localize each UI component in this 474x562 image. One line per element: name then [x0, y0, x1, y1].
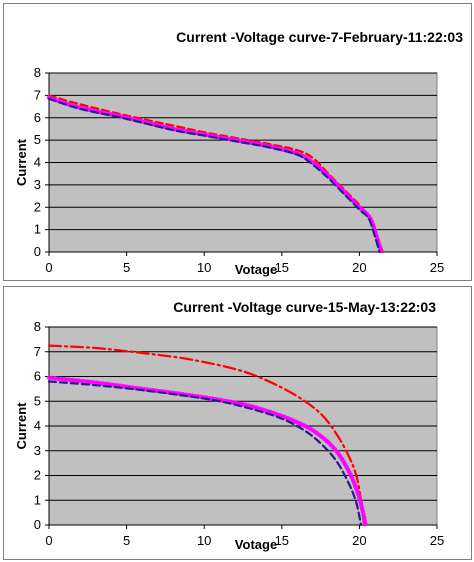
series-point	[73, 378, 79, 383]
series-point	[359, 503, 364, 509]
series-point	[355, 489, 360, 494]
series-point	[67, 377, 73, 383]
x-tick-label: 25	[430, 533, 444, 548]
series-point	[58, 376, 64, 382]
series-point	[46, 375, 52, 380]
chart-panel-top: 0 1 2 3 4 5 6 7 8 0 5 10 15 20 25 Current -Voltage curv…	[3, 3, 472, 281]
series-point	[76, 378, 82, 384]
series-point	[70, 377, 76, 383]
y-tick-label: 1	[34, 492, 41, 507]
series-point	[360, 509, 366, 515]
y-tick-label: 7	[34, 344, 41, 359]
series-point	[55, 376, 61, 381]
x-tick-label: 0	[45, 533, 52, 548]
series-point	[251, 404, 257, 410]
y-axis-label: Current	[14, 138, 29, 186]
y-tick-label: 5	[34, 132, 41, 147]
series-point	[357, 495, 362, 500]
series-point	[133, 385, 138, 391]
y-tick-label: 8	[34, 319, 41, 334]
series-point	[61, 377, 67, 382]
series-point	[356, 492, 361, 497]
series-point	[354, 486, 359, 492]
y-tick-label: 0	[34, 517, 41, 532]
y-tick-label: 0	[34, 244, 41, 259]
series-point	[121, 384, 126, 389]
series-point	[357, 497, 363, 503]
series-line	[47, 97, 381, 254]
x-tick-label: 15	[275, 260, 289, 275]
y-tick-label: 6	[34, 369, 41, 384]
y-tick-label: 2	[34, 468, 41, 483]
x-tick-label: 10	[197, 533, 211, 548]
series-point	[361, 512, 366, 518]
series-line	[47, 344, 366, 527]
series-point	[88, 379, 94, 385]
y-tick-label: 3	[34, 443, 41, 458]
series-point	[198, 394, 204, 400]
x-tick-label: 20	[352, 260, 366, 275]
y-tick-label: 4	[34, 155, 41, 170]
series-point	[358, 500, 364, 506]
series-line	[47, 380, 363, 527]
x-tick-label: 10	[197, 260, 211, 275]
series-point	[165, 390, 171, 395]
series-point	[100, 381, 105, 386]
series-point	[361, 515, 367, 520]
y-tick-label: 7	[34, 87, 41, 102]
x-tick-label: 15	[275, 533, 289, 548]
x-tick-label: 0	[45, 260, 52, 275]
y-tick-label: 6	[34, 110, 41, 125]
series-point	[263, 408, 268, 413]
series-point	[79, 378, 85, 384]
x-tick-label: 5	[123, 260, 130, 275]
y-tick-label: 8	[34, 65, 41, 80]
series-point	[231, 400, 236, 405]
y-axis-label: Current	[14, 402, 29, 450]
y-tick-label: 3	[34, 177, 41, 192]
series-point	[359, 506, 365, 512]
y-tick-label: 2	[34, 199, 41, 214]
x-axis-label: Votage	[235, 537, 277, 552]
iv-chart-may: 0 1 2 3 4 5 6 7 8 0 5 10 15 20 25 Current -Voltage curv…	[14, 299, 444, 552]
x-tick-label: 25	[430, 260, 444, 275]
chart-panel-bottom: 0 1 2 3 4 5 6 7 8 0 5 10 15 20 25 Current -Voltage curv…	[3, 286, 472, 560]
x-tick-label: 20	[352, 533, 366, 548]
chart-title: Current -Voltage curve-15-May-13:22:03	[173, 299, 436, 315]
x-axis-label: Votage	[235, 262, 277, 277]
series-point	[362, 518, 368, 523]
y-tick-label: 1	[34, 222, 41, 237]
x-tick-label: 5	[123, 533, 130, 548]
y-tick-label: 4	[34, 418, 41, 433]
series-point	[291, 418, 296, 423]
y-tick-label: 5	[34, 393, 41, 408]
series-point	[363, 521, 368, 526]
iv-chart-february: 0 1 2 3 4 5 6 7 8 0 5 10 15 20 25 Current -Voltage curv…	[14, 29, 463, 277]
chart-title: Current -Voltage curve-7-February-11:22:…	[176, 29, 463, 45]
series-point	[64, 377, 70, 382]
series-point	[52, 376, 58, 381]
series-point	[49, 375, 55, 381]
series-point	[162, 124, 168, 130]
